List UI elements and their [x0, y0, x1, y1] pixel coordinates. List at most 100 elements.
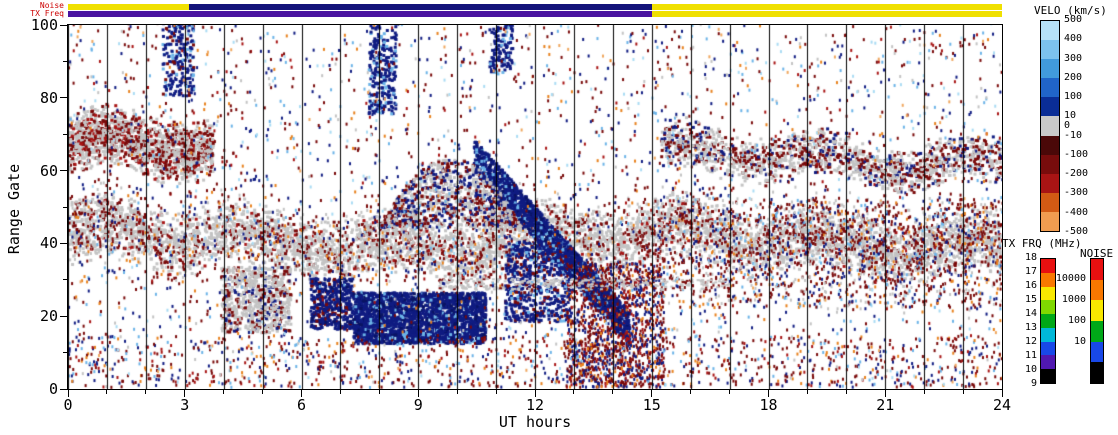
txfreq-scale-label: 18: [1024, 252, 1037, 263]
velocity-scale-label: 400: [1064, 33, 1083, 45]
x-axis-tick: [690, 390, 692, 394]
txfreq-stripe-label: TX Freq: [30, 9, 64, 18]
y-axis-tick: [60, 97, 67, 99]
x-axis-tick: [534, 390, 536, 397]
colorbar-segment: [1041, 341, 1055, 356]
y-tick-label: 20: [39, 307, 58, 326]
noise-stripe: [68, 4, 1002, 10]
txfreq-scale-label: 10: [1024, 364, 1037, 375]
x-axis-tick: [378, 390, 380, 394]
y-tick-label: 60: [39, 161, 58, 180]
x-axis-tick: [417, 390, 419, 397]
noise-stripe-label: Noise: [39, 1, 64, 10]
y-axis-tick: [63, 352, 67, 354]
x-axis-tick: [923, 390, 925, 394]
colorbar-segment: [1041, 300, 1055, 315]
x-tick-label: 15: [642, 396, 661, 414]
txfreq-scale-label: 12: [1024, 336, 1037, 347]
y-axis-tick: [60, 242, 67, 244]
x-tick-label: 9: [413, 396, 423, 414]
x-axis-tick: [184, 390, 186, 397]
x-axis-tick: [729, 390, 731, 394]
colorbar-segment: [1041, 97, 1059, 117]
colorbar-segment: [1041, 314, 1055, 328]
noise-scale-label: 100: [1067, 315, 1086, 326]
x-axis-tick: [262, 390, 264, 394]
x-tick-label: 6: [296, 396, 307, 414]
velocity-scale-label: -200: [1064, 168, 1089, 180]
x-tick-label: 12: [525, 396, 545, 414]
txfreq-scale-label: 15: [1024, 294, 1037, 305]
x-axis-title: UT hours: [498, 413, 572, 431]
txfreq-scale-label: 16: [1024, 280, 1037, 291]
noise-colorbar-title: NOISE: [1080, 247, 1114, 260]
x-axis-tick: [1001, 390, 1003, 397]
x-axis-tick: [651, 390, 653, 397]
y-axis-tick: [60, 388, 67, 390]
y-axis-tick: [60, 315, 67, 317]
x-axis-tick: [806, 390, 808, 394]
noise-stripe-segment: [68, 4, 189, 10]
x-tick-label: 24: [992, 396, 1012, 414]
colorbar-segment: [1091, 362, 1103, 383]
colorbar-segment: [1041, 355, 1055, 370]
velocity-scale-label: 500: [1064, 14, 1083, 25]
y-axis-tick: [63, 206, 67, 208]
y-tick-label: 100: [30, 16, 58, 34]
x-axis-tick: [495, 390, 497, 394]
y-axis-tick: [63, 133, 67, 135]
y-axis-tick: [63, 60, 67, 62]
txfreq-scale-label: 11: [1024, 350, 1037, 361]
x-axis-tick: [962, 390, 964, 394]
txfreq-stripe-segment: [651, 11, 1002, 17]
colorbar-segment: [1091, 300, 1103, 321]
x-axis-tick: [223, 390, 225, 394]
colorbar-segment: [1091, 279, 1103, 301]
y-tick-label: 0: [48, 380, 58, 398]
rti-plot-canvas: [68, 25, 1002, 389]
velocity-colorbar: [1040, 20, 1060, 232]
noise-scale-label: 1000: [1061, 294, 1086, 305]
colorbar-segment: [1041, 173, 1059, 193]
colorbar-segment: [1041, 211, 1059, 231]
velocity-scale-label: 200: [1064, 71, 1083, 83]
x-axis-tick: [456, 390, 458, 394]
velocity-scale-label: -300: [1064, 187, 1089, 199]
colorbar-segment: [1041, 192, 1059, 212]
colorbar-segment: [1041, 78, 1059, 98]
colorbar-segment: [1041, 21, 1059, 41]
txfreq-stripe: [68, 11, 1002, 17]
velocity-scale-label: 10: [1064, 110, 1077, 122]
x-axis-tick: [768, 390, 769, 397]
plot-area: [67, 24, 1003, 390]
txfreq-scale-label: 14: [1024, 308, 1037, 319]
colorbar-segment: [1091, 341, 1103, 363]
txfreq-colorbar-title: TX FRQ (MHz): [1002, 237, 1082, 250]
noise-stripe-segment: [651, 4, 1002, 10]
y-tick-label: 80: [39, 88, 58, 107]
y-tick-label: 40: [39, 234, 58, 253]
colorbar-segment: [1041, 116, 1059, 136]
txfreq-colorbar: [1040, 258, 1056, 384]
velocity-scale-label: -10: [1064, 129, 1083, 141]
x-tick-label: 0: [63, 396, 73, 414]
txfreq-scale-label: 17: [1024, 266, 1037, 277]
x-axis-tick: [845, 390, 847, 394]
x-tick-label: 18: [759, 396, 778, 414]
colorbar-segment: [1041, 327, 1055, 342]
velocity-scale-label: 300: [1064, 52, 1083, 64]
x-axis-tick: [884, 390, 886, 397]
colorbar-segment: [1041, 259, 1055, 273]
colorbar-segment: [1091, 259, 1103, 280]
colorbar-segment: [1041, 272, 1055, 287]
noise-scale-label: 10: [1073, 336, 1086, 347]
x-axis-tick: [612, 390, 614, 394]
x-axis-tick: [145, 390, 147, 394]
x-axis-tick: [573, 390, 575, 394]
colorbar-segment: [1041, 59, 1059, 79]
velocity-scale-label: -400: [1064, 206, 1089, 218]
colorbar-segment: [1041, 286, 1055, 301]
velocity-scale-label: -500: [1064, 226, 1089, 237]
txfreq-stripe-segment: [68, 11, 652, 17]
